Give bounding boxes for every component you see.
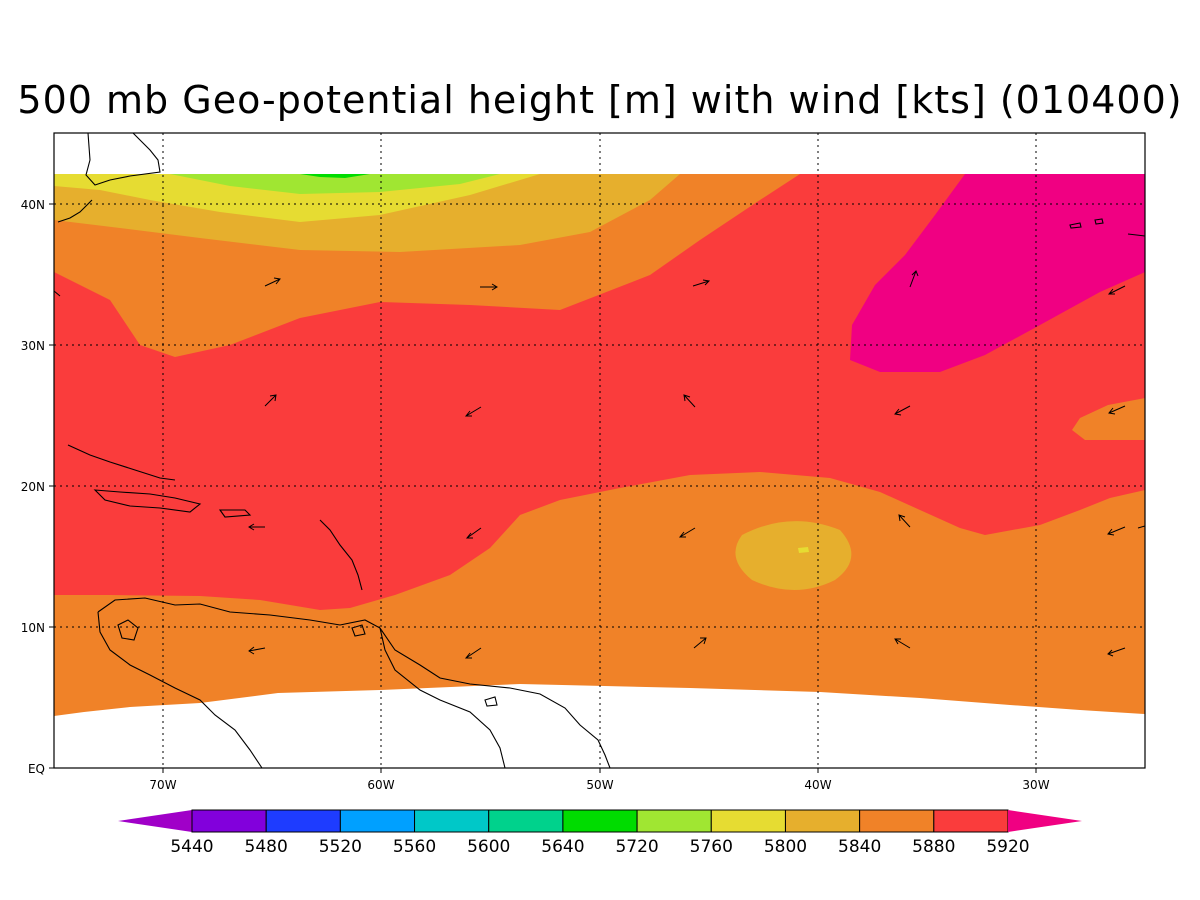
colorbar <box>118 809 1082 833</box>
wind-arrow <box>683 394 696 408</box>
colorbar-label: 5720 <box>615 837 658 857</box>
y-tick-label: 10N <box>21 621 45 635</box>
colorbar-swatch <box>933 809 1009 833</box>
coastline-hispaniola <box>93 489 202 513</box>
colorbar-swatch <box>1008 810 1082 832</box>
wind-vectors <box>53 270 1146 659</box>
colorbar-swatch <box>339 809 416 833</box>
colorbar-label: 5800 <box>764 837 807 857</box>
coastline-cuba <box>67 444 176 481</box>
chart-title: 500 mb Geo-potential height [m] with win… <box>17 78 1183 122</box>
colorbar-swatch <box>710 809 786 833</box>
wind-arrow <box>248 523 265 531</box>
wind-arrow <box>692 279 711 287</box>
wind-arrow <box>1107 647 1126 657</box>
wind-arrow <box>1107 526 1126 536</box>
colorbar-labels: 5440 5480 5520 5560 5600 5640 5720 5760 5800 5840… <box>170 837 1029 857</box>
wind-arrow <box>1108 405 1126 415</box>
x-tick-label: 50W <box>586 778 613 792</box>
wind-arrow <box>464 406 482 417</box>
grid <box>54 133 1145 768</box>
coastline-north-america <box>57 133 161 223</box>
coastline-venezuela <box>97 611 263 768</box>
y-tick-label: 40N <box>21 198 45 212</box>
colorbar-label: 5440 <box>170 837 213 857</box>
wind-arrow <box>909 270 919 288</box>
fill-band-5640-5720 <box>300 174 370 178</box>
y-tick-label: 30N <box>21 339 45 353</box>
colorbar-label: 5840 <box>838 837 881 857</box>
colorbar-swatch <box>562 809 638 833</box>
colorbar-swatch <box>488 809 564 833</box>
wind-arrow <box>480 283 498 291</box>
coastline-guianas <box>379 627 506 768</box>
y-tick-label: EQ <box>28 762 45 776</box>
colorbar-label: 5600 <box>467 837 510 857</box>
x-tick-label: 30W <box>1022 778 1049 792</box>
coastline-trinidad <box>351 624 366 637</box>
wind-arrow <box>898 514 911 528</box>
fill-band-5800-5840-blob <box>735 521 852 590</box>
coastline-puerto-rico <box>218 509 252 518</box>
colorbar-swatch <box>265 809 341 833</box>
wind-arrow <box>1137 525 1146 529</box>
colorbar-label: 5640 <box>541 837 584 857</box>
coastline-marajo <box>484 696 498 707</box>
wind-arrow <box>693 637 707 649</box>
coastline-azores <box>1069 218 1145 237</box>
wind-arrow <box>1107 285 1126 295</box>
wind-arrow <box>464 647 482 659</box>
undefined-region <box>54 684 1145 768</box>
colorbar-swatch <box>191 809 267 833</box>
x-tick-label: 60W <box>367 778 394 792</box>
colorbar-label: 5520 <box>319 837 362 857</box>
coastline-lake-maracaibo <box>117 619 139 641</box>
x-tick-label: 40W <box>804 778 831 792</box>
x-tick-label: 70W <box>149 778 176 792</box>
wind-arrow <box>264 277 281 287</box>
colorbar-label: 5560 <box>393 837 436 857</box>
wind-arrow <box>678 527 696 538</box>
wind-arrow <box>53 290 61 297</box>
coastline-south-america-north <box>97 597 611 768</box>
colorbar-label: 5880 <box>912 837 955 857</box>
colorbar-swatch <box>784 809 861 833</box>
wind-arrow <box>894 638 911 649</box>
colorbar-swatch <box>414 809 490 833</box>
coastlines <box>57 133 1145 768</box>
y-tick-label: 20N <box>21 480 45 494</box>
colorbar-swatch <box>859 809 935 833</box>
coastline-caribbean-islands <box>319 519 363 591</box>
colorbar-label: 5760 <box>690 837 733 857</box>
wind-arrow <box>465 527 482 539</box>
colorbar-label: 5920 <box>986 837 1029 857</box>
colorbar-swatch <box>636 809 712 833</box>
y-tick-labels: EQ 10N 20N 30N 40N <box>21 198 45 776</box>
x-tick-labels: 70W 60W 50W 40W 30W <box>149 778 1049 792</box>
fill-band-5920-plus <box>850 174 1145 372</box>
tick-marks <box>49 203 1037 773</box>
wind-arrow <box>248 646 266 655</box>
wind-arrow <box>264 394 277 407</box>
fill-band-5840-5880-east <box>1072 398 1145 440</box>
wind-arrow <box>894 405 911 416</box>
colorbar-swatch <box>118 810 192 832</box>
colorbar-label: 5480 <box>245 837 288 857</box>
fill-band-5720-5760 <box>170 174 500 194</box>
fill-band-5760-5800-dot <box>798 547 809 553</box>
